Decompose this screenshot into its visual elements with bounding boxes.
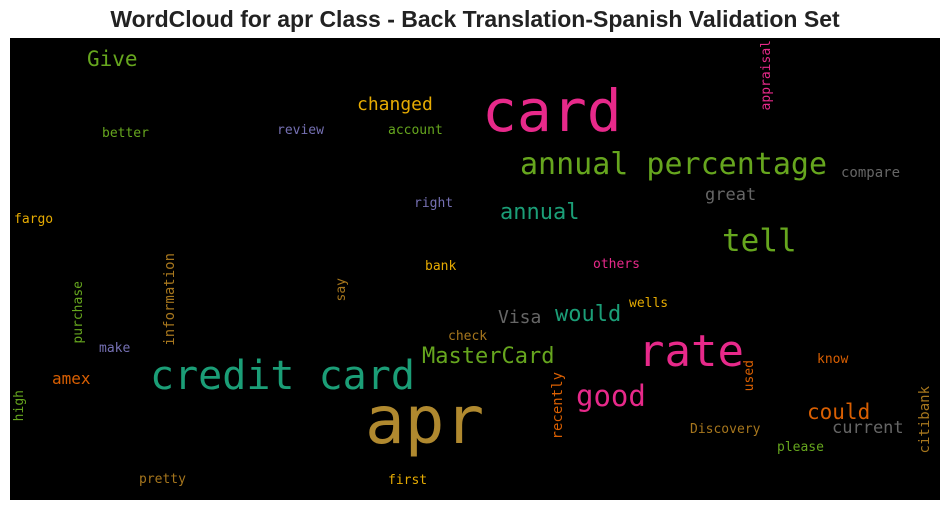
word-first: first [388, 473, 428, 488]
word-recently: recently [550, 372, 566, 440]
word-pretty: pretty [139, 472, 186, 487]
word-current: current [832, 418, 904, 438]
word-appraisal: appraisal [759, 40, 774, 111]
word-say: say [334, 278, 349, 302]
chart-title: WordCloud for apr Class - Back Translati… [110, 6, 840, 32]
word-cloud: apr card credit card rate annual percentage t… [10, 38, 940, 500]
word-high: high [12, 390, 27, 422]
word-annual: annual [500, 200, 580, 225]
word-compare: compare [841, 165, 901, 181]
word-tell: tell [722, 223, 797, 259]
word-good: good [576, 379, 646, 413]
word-could: could [807, 400, 871, 424]
word-right: right [414, 196, 454, 211]
word-information: information [162, 253, 178, 346]
word-used: used [742, 360, 757, 392]
word-wells: wells [629, 296, 669, 311]
word-visa: Visa [498, 307, 542, 328]
word-give: Give [87, 47, 138, 71]
word-fargo: fargo [14, 212, 54, 227]
word-bank: bank [425, 259, 457, 274]
word-apr: apr [365, 382, 485, 459]
word-please: please [777, 440, 824, 455]
word-account: account [388, 123, 443, 138]
word-mastercard: MasterCard [422, 344, 555, 369]
word-citibank: citibank [917, 386, 933, 454]
word-know: know [817, 352, 849, 367]
word-purchase: purchase [71, 281, 86, 344]
word-check: check [448, 329, 488, 344]
word-better: better [102, 126, 149, 141]
word-make: make [99, 341, 131, 356]
word-discovery: Discovery [690, 422, 761, 437]
word-annual-percentage: annual percentage [520, 147, 828, 182]
word-credit-card: credit card [150, 353, 415, 399]
word-changed: changed [357, 94, 433, 115]
word-others: others [593, 257, 640, 272]
word-review: review [277, 123, 324, 138]
word-great: great [705, 185, 757, 205]
word-card: card [482, 77, 622, 145]
word-rate: rate [638, 326, 744, 377]
word-amex: amex [52, 369, 91, 388]
word-would: would [555, 302, 622, 327]
